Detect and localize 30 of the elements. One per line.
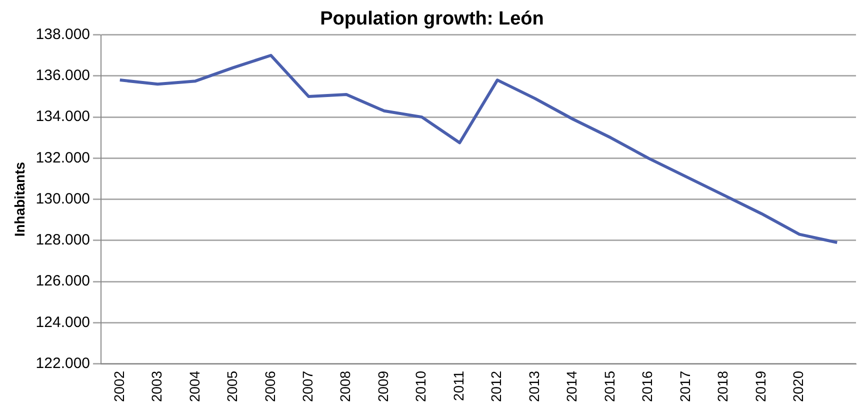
x-tick-label: 2008 (337, 370, 354, 402)
y-tick-label: 124.000 (36, 314, 90, 331)
y-tick-label: 134.000 (36, 108, 90, 126)
x-tick-label: 2019 (752, 370, 768, 402)
x-tick-label: 2011 (450, 370, 466, 401)
x-tick-label: 2016 (639, 370, 656, 402)
y-tick-label: 136.000 (36, 67, 90, 84)
x-tick-label: 2004 (186, 370, 202, 402)
x-tick-label: 2020 (790, 370, 806, 402)
x-tick-label: 2017 (676, 370, 693, 402)
x-tick-label: 2006 (262, 370, 278, 402)
chart-title: Population growth: León (320, 8, 544, 30)
x-tick-label: 2010 (412, 370, 429, 402)
x-tick-label: 2002 (110, 370, 127, 402)
y-axis-title: Inhabitants (11, 162, 28, 237)
x-tick-label: 2018 (714, 370, 731, 402)
y-tick-label: 128.000 (36, 232, 90, 249)
x-tick-label: 2013 (526, 370, 542, 402)
x-tick-label: 2009 (375, 370, 391, 402)
y-tick-label: 132.000 (36, 149, 90, 166)
y-tick-label: 122.000 (36, 354, 90, 372)
x-tick-label: 2003 (148, 370, 165, 402)
y-tick-label: 138.000 (36, 26, 90, 43)
x-tick-label: 2014 (564, 370, 580, 402)
x-tick-label: 2012 (488, 370, 504, 402)
x-tick-label: 2015 (601, 370, 618, 402)
x-tick-label: 2007 (300, 370, 316, 402)
y-tick-label: 126.000 (36, 272, 90, 290)
y-tick-label: 130.000 (36, 190, 90, 208)
x-tick-label: 2005 (224, 370, 240, 402)
